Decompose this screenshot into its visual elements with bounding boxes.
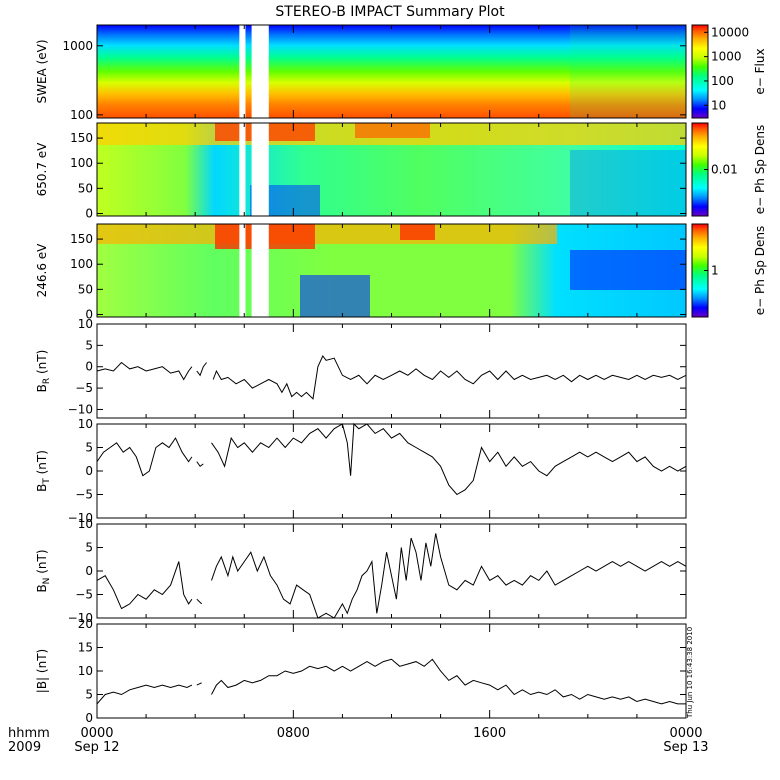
y-axis-label: |B| (nT) bbox=[35, 649, 49, 693]
x-tick-label: 0800 bbox=[277, 726, 310, 741]
colorbar-tick-label: 1000 bbox=[711, 50, 742, 64]
y-tick-label: −10 bbox=[68, 611, 93, 625]
y-tick-label: 150 bbox=[70, 232, 93, 246]
y-tick-label: 10 bbox=[78, 317, 93, 331]
y-tick-label: 15 bbox=[78, 641, 93, 655]
data-series-line bbox=[96, 561, 193, 610]
data-gap bbox=[239, 224, 246, 317]
colorbar bbox=[691, 24, 709, 119]
data-series-line bbox=[211, 658, 686, 705]
y-tick-label: 0 bbox=[85, 360, 93, 374]
data-gap bbox=[251, 25, 269, 118]
y-tick-label: 5 bbox=[85, 338, 93, 352]
x-date-label: Sep 13 bbox=[663, 740, 708, 755]
pad650-hot-region bbox=[355, 123, 430, 138]
data-gap bbox=[251, 224, 269, 317]
y-tick-label: 5 bbox=[85, 688, 93, 702]
data-series-line bbox=[212, 355, 687, 400]
y-tick-label: 0 bbox=[85, 307, 93, 321]
data-series-line bbox=[196, 461, 204, 468]
colorbar-label: e− Ph Sp Dens bbox=[753, 226, 767, 315]
pad246-hot-region bbox=[400, 224, 435, 240]
data-series-line bbox=[196, 598, 203, 605]
x-date-label: Sep 12 bbox=[74, 740, 119, 755]
line-panel-frame bbox=[96, 323, 687, 419]
colorbar-label: e− Ph Sp Dens bbox=[753, 125, 767, 214]
y-axis-label: BN (nT) bbox=[35, 549, 52, 592]
y-tick-label: 10 bbox=[78, 664, 93, 678]
y-axis-label: SWEA (eV) bbox=[35, 39, 49, 103]
data-gap bbox=[251, 123, 269, 216]
y-tick-label: 100 bbox=[70, 156, 93, 170]
data-series-line bbox=[96, 437, 193, 477]
line-panel-frame bbox=[96, 523, 687, 619]
y-tick-label: 5 bbox=[85, 441, 93, 455]
colorbar-tick-label: 0.01 bbox=[711, 163, 738, 177]
colorbar-tick-label: 1 bbox=[711, 264, 719, 278]
y-tick-label: 10 bbox=[78, 517, 93, 531]
y-tick-label: 10 bbox=[78, 417, 93, 431]
y-tick-label: −5 bbox=[75, 588, 93, 602]
x-tick-label: 0000 bbox=[669, 726, 702, 741]
line-panels bbox=[96, 323, 687, 719]
y-tick-label: 5 bbox=[85, 541, 93, 555]
y-tick-label: 0 bbox=[85, 711, 93, 725]
side-timestamp: Thu Jun 10 16:43:38 2010 bbox=[686, 627, 694, 719]
data-gap bbox=[239, 25, 246, 118]
data-series-line bbox=[196, 362, 207, 377]
pad246-top-band bbox=[97, 224, 557, 244]
y-tick-label: 0 bbox=[85, 464, 93, 478]
y-axis-label: BT (nT) bbox=[35, 450, 52, 492]
y-axis-label: BR (nT) bbox=[35, 350, 52, 393]
swea-late-band bbox=[570, 25, 686, 118]
row-label-hhmm: hhmm bbox=[8, 726, 50, 741]
data-series-line bbox=[211, 533, 687, 619]
colorbar-tick-label: 10 bbox=[711, 98, 726, 112]
y-tick-label: 0 bbox=[85, 206, 93, 220]
swea-heatmap bbox=[97, 25, 686, 118]
y-tick-label: 100 bbox=[70, 108, 93, 122]
year-label: 2009 bbox=[8, 740, 41, 755]
y-tick-label: 150 bbox=[70, 131, 93, 145]
plot-title: STEREO-B IMPACT Summary Plot bbox=[275, 4, 505, 20]
y-tick-label: 1000 bbox=[62, 39, 93, 53]
data-series-line bbox=[96, 361, 193, 381]
y-tick-label: −10 bbox=[68, 511, 93, 525]
y-tick-label: 50 bbox=[78, 282, 93, 296]
panel-650ev bbox=[97, 123, 686, 216]
x-tick-label: 0000 bbox=[80, 726, 113, 741]
colorbar-tick-label: 100 bbox=[711, 74, 734, 88]
line-panel-frame bbox=[96, 623, 687, 719]
pad246-low-region bbox=[570, 250, 686, 290]
y-tick-label: −5 bbox=[75, 381, 93, 395]
data-gaps bbox=[239, 25, 269, 317]
y-axis-label: 246.6 eV bbox=[35, 243, 49, 298]
y-tick-label: 50 bbox=[78, 181, 93, 195]
pad246-low-region bbox=[300, 275, 370, 317]
y-tick-label: −5 bbox=[75, 488, 93, 502]
y-tick-label: 0 bbox=[85, 564, 93, 578]
y-tick-label: 100 bbox=[70, 257, 93, 271]
pad650-low-region bbox=[570, 150, 686, 216]
y-tick-label: −10 bbox=[68, 402, 93, 416]
panel-246ev bbox=[97, 224, 686, 317]
data-gap bbox=[239, 123, 246, 216]
y-tick-label: 20 bbox=[78, 617, 93, 631]
y-axis-label: 650.7 eV bbox=[35, 142, 49, 197]
colorbar-tick-label: 10000 bbox=[711, 25, 749, 39]
panel-swea bbox=[97, 25, 686, 118]
data-series-line bbox=[96, 684, 193, 705]
data-series-line bbox=[211, 422, 687, 496]
colorbar-label: e− Flux bbox=[753, 48, 767, 94]
data-series-line bbox=[196, 682, 202, 686]
x-tick-label: 1600 bbox=[473, 726, 506, 741]
colorbars: 10 100 1000 10000 e− Flux 0.01 e− Ph Sp Dens 1 e… bbox=[691, 24, 767, 318]
